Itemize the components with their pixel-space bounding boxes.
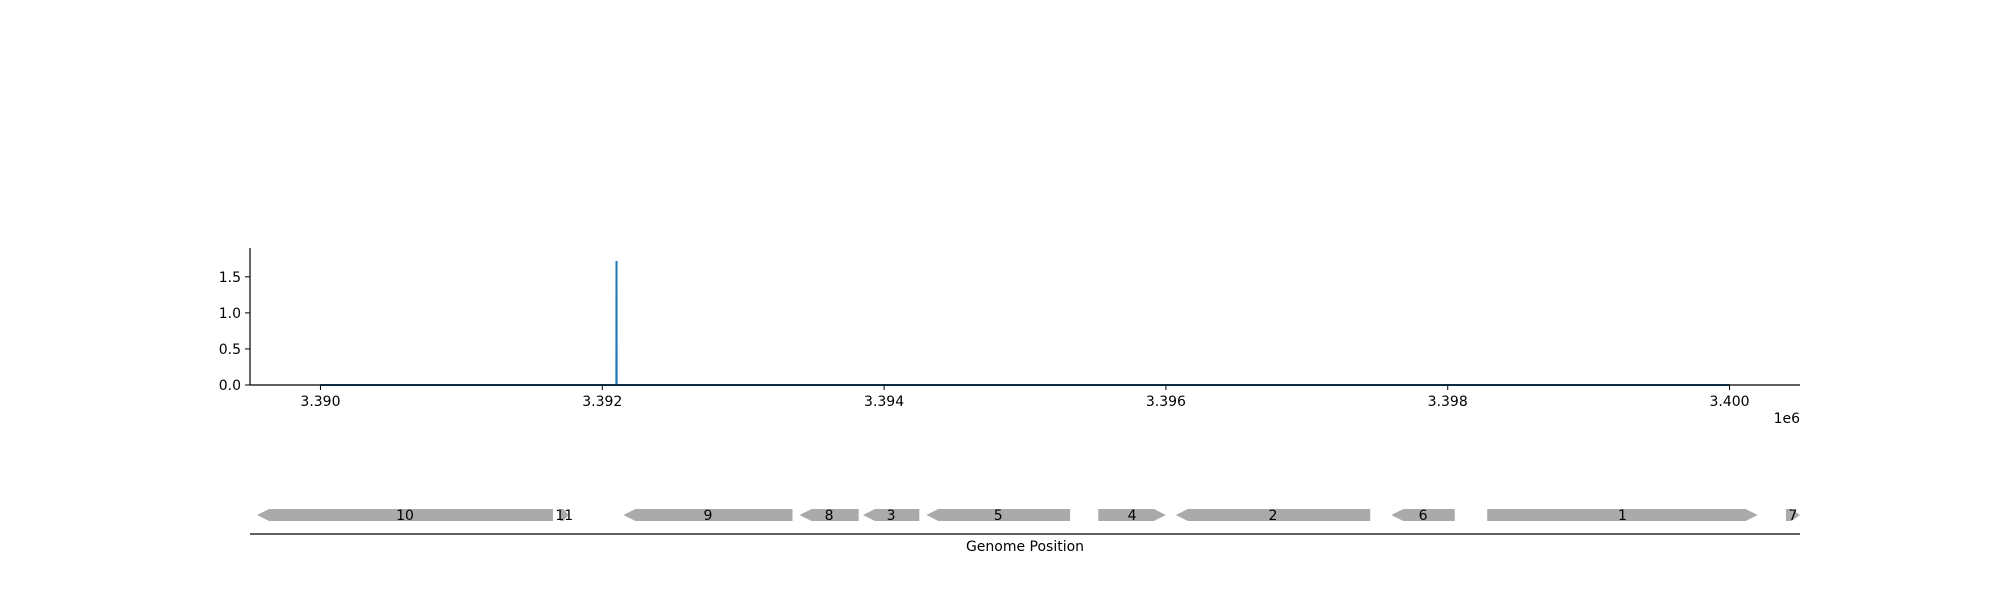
gene-label: 10 xyxy=(396,508,414,524)
gene-arrow xyxy=(1175,509,1371,521)
gene-arrow xyxy=(257,509,553,521)
gene-label: 3 xyxy=(887,508,896,524)
gene-label: 5 xyxy=(994,508,1003,524)
gene-arrow xyxy=(1098,509,1166,521)
gene-label: 7 xyxy=(1788,508,1797,524)
gene-track: 10 11 9 8 3 5 4 2 6 1 7 Genome Position xyxy=(250,508,1800,555)
x-tick-label: 3.390 xyxy=(300,394,340,410)
gene-label: 4 xyxy=(1128,508,1137,524)
x-tick-label: 3.398 xyxy=(1428,394,1468,410)
gene-arrow xyxy=(799,509,859,521)
y-tick-label: 1.5 xyxy=(219,270,241,286)
x-tick-label: 3.394 xyxy=(864,394,904,410)
x-tick-label: 3.396 xyxy=(1146,394,1186,410)
gene-label: 8 xyxy=(825,508,834,524)
x-axis-offset-label: 1e6 xyxy=(1774,411,1801,427)
y-tick-label: 0.0 xyxy=(219,378,241,394)
gene-track-xlabel: Genome Position xyxy=(966,539,1084,555)
gene-arrow xyxy=(926,509,1071,521)
x-axis-ticks: 3.390 3.392 3.394 3.396 3.398 3.400 xyxy=(300,385,1750,410)
y-tick-label: 1.0 xyxy=(219,306,241,322)
x-tick-label: 3.400 xyxy=(1709,394,1749,410)
gene-arrows: 10 11 9 8 3 5 4 2 6 1 7 xyxy=(257,508,1800,524)
gene-label: 9 xyxy=(703,508,712,524)
gene-arrow xyxy=(560,509,569,521)
gene-arrow xyxy=(1785,509,1800,521)
gene-label: 11 xyxy=(555,508,573,524)
y-tick-label: 0.5 xyxy=(219,342,241,358)
gene-label: 6 xyxy=(1419,508,1428,524)
y-axis-ticks: 0.0 0.5 1.0 1.5 xyxy=(219,270,250,394)
gene-label: 1 xyxy=(1618,508,1627,524)
signal-line-series xyxy=(320,260,1730,386)
gene-arrow xyxy=(1487,509,1758,521)
x-tick-label: 3.392 xyxy=(582,394,622,410)
gene-arrow xyxy=(862,509,920,521)
signal-plot: 0.00.51.01.5 3.390 3.392 3.394 3.396 3.398 3.… xyxy=(219,248,1800,427)
gene-arrow xyxy=(623,509,793,521)
gene-arrow xyxy=(1391,509,1455,521)
gene-label: 2 xyxy=(1269,508,1278,524)
